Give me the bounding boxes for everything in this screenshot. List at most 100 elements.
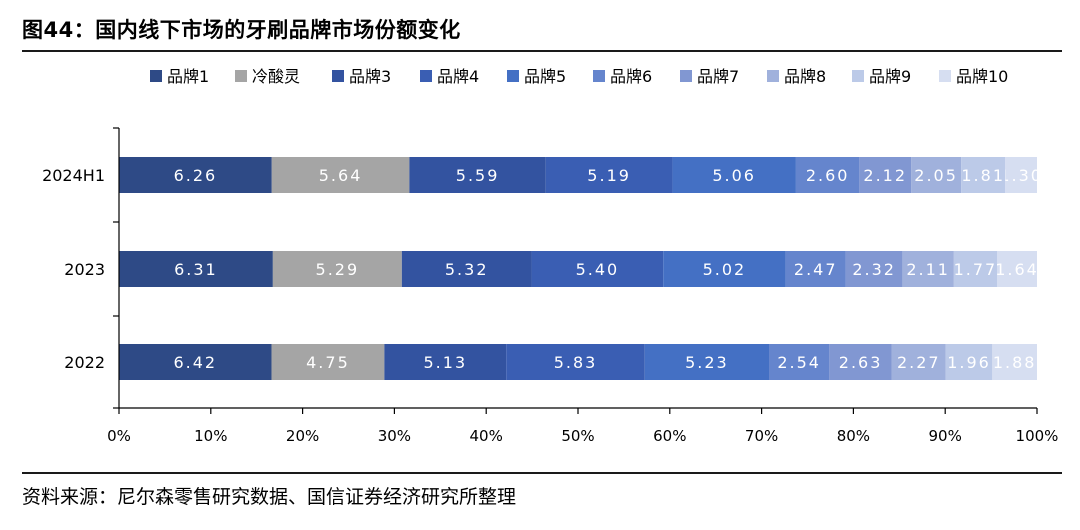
- legend-swatch-5: [507, 70, 519, 82]
- legend-label-5: 品牌5: [524, 67, 566, 86]
- bar-segment: [384, 344, 507, 380]
- bar-segment: [902, 251, 954, 287]
- legend-label-7: 品牌7: [697, 67, 739, 86]
- bar-segment: [911, 157, 962, 193]
- category-label: 2023: [64, 260, 105, 279]
- legend-label-9: 品牌9: [869, 67, 911, 86]
- legend-swatch-7: [680, 70, 692, 82]
- data-label: 6.26: [174, 166, 218, 185]
- bar-segment: [545, 157, 673, 193]
- bar-segment: [272, 251, 402, 287]
- data-label: 1.64: [995, 260, 1039, 279]
- x-tick-label: 100%: [1016, 427, 1059, 445]
- data-label: 5.02: [703, 260, 747, 279]
- legend-swatch-10: [939, 70, 951, 82]
- figure-title: 图44：国内线下市场的牙刷品牌市场份额变化: [22, 18, 461, 42]
- bar-segment: [506, 344, 645, 380]
- data-label: 2.12: [863, 166, 907, 185]
- x-tick-label: 90%: [929, 427, 962, 445]
- legend-swatch-9: [852, 70, 864, 82]
- bar-segment: [992, 344, 1037, 380]
- data-label: 2.47: [794, 260, 838, 279]
- bar-segment: [769, 344, 830, 380]
- bar-segment: [271, 157, 410, 193]
- data-label: 4.75: [306, 353, 350, 372]
- data-label: 5.29: [316, 260, 360, 279]
- data-label: 1.81: [961, 166, 1005, 185]
- bar-segment: [271, 344, 385, 380]
- bar-segment: [119, 344, 272, 380]
- data-label: 5.83: [554, 353, 598, 372]
- data-label: 2.32: [852, 260, 896, 279]
- x-tick-label: 50%: [561, 427, 594, 445]
- data-label: 1.96: [947, 353, 991, 372]
- legend: 品牌1 冷酸灵 品牌3 品牌4 品牌5 品牌6 品牌7 品牌8 品牌9 品牌10: [150, 67, 1008, 86]
- legend-swatch-6: [593, 70, 605, 82]
- legend-swatch-8: [767, 70, 779, 82]
- data-label: 2.54: [777, 353, 821, 372]
- data-label: 2.60: [806, 166, 850, 185]
- bar-segment: [119, 251, 273, 287]
- x-tick-label: 40%: [470, 427, 503, 445]
- bar-segment: [409, 157, 546, 193]
- data-label: 5.06: [712, 166, 756, 185]
- x-tick-label: 80%: [837, 427, 870, 445]
- bar-segment: [795, 157, 860, 193]
- bar-segment: [785, 251, 846, 287]
- legend-swatch-1: [150, 70, 162, 82]
- data-label: 1.88: [993, 353, 1037, 372]
- x-tick-label: 0%: [107, 427, 131, 445]
- data-label: 1.30: [999, 166, 1043, 185]
- legend-swatch-4: [420, 70, 432, 82]
- data-label: 5.32: [445, 260, 489, 279]
- category-label: 2022: [64, 353, 105, 372]
- title-rule: [22, 50, 1062, 52]
- axes-layer: 2024H1 2023 2022 0% 10% 20% 30% 40% 50% 60% 70% 80%…: [42, 127, 1059, 445]
- bar-segment: [119, 157, 272, 193]
- data-label: 5.64: [319, 166, 363, 185]
- bar-segment: [891, 344, 946, 380]
- legend-label-2: 冷酸灵: [252, 67, 300, 86]
- data-label: 5.19: [587, 166, 631, 185]
- bar-segment: [644, 344, 770, 380]
- source-note: 资料来源：尼尔森零售研究数据、国信证券经济研究所整理: [22, 486, 517, 508]
- data-label: 2.11: [906, 260, 950, 279]
- data-label: 2.05: [914, 166, 958, 185]
- bars-layer: 6.26 5.64 5.59 5.19 5.06 2.60 2.12 2.05 1.811.30…: [119, 157, 1043, 380]
- legend-swatch-3: [332, 70, 344, 82]
- x-tick-label: 60%: [653, 427, 686, 445]
- source-rule: [22, 472, 1062, 474]
- category-label: 2024H1: [42, 166, 105, 185]
- x-tick-label: 30%: [378, 427, 411, 445]
- data-label: 2.63: [839, 353, 883, 372]
- x-tick-label: 20%: [286, 427, 319, 445]
- legend-label-3: 品牌3: [349, 67, 391, 86]
- bar-segment: [945, 344, 993, 380]
- x-tick-label: 70%: [745, 427, 778, 445]
- data-label: 5.23: [685, 353, 729, 372]
- bar-segment: [829, 344, 892, 380]
- legend-label-10: 品牌10: [956, 67, 1008, 86]
- x-tick-label: 10%: [194, 427, 227, 445]
- bar-segment: [961, 157, 1006, 193]
- data-label: 5.59: [456, 166, 500, 185]
- bar-segment: [859, 157, 912, 193]
- bar-segment: [531, 251, 664, 287]
- bar-segment: [401, 251, 532, 287]
- data-label: 5.13: [424, 353, 468, 372]
- bar-segment: [1005, 157, 1037, 193]
- bar-segment: [997, 251, 1037, 287]
- legend-label-1: 品牌1: [167, 67, 209, 86]
- bar-segment: [953, 251, 998, 287]
- data-label: 1.77: [954, 260, 998, 279]
- bar-segment: [663, 251, 786, 287]
- data-label: 2.27: [897, 353, 941, 372]
- data-label: 6.31: [174, 260, 218, 279]
- bar-segment: [672, 157, 796, 193]
- legend-swatch-2: [235, 70, 247, 82]
- bar-segment: [845, 251, 903, 287]
- legend-label-6: 品牌6: [610, 67, 652, 86]
- stacked-bar-chart: 品牌1 冷酸灵 品牌3 品牌4 品牌5 品牌6 品牌7 品牌8 品牌9 品牌10 6.26 5.64…: [42, 67, 1059, 445]
- legend-label-8: 品牌8: [784, 67, 826, 86]
- data-label: 5.40: [576, 260, 620, 279]
